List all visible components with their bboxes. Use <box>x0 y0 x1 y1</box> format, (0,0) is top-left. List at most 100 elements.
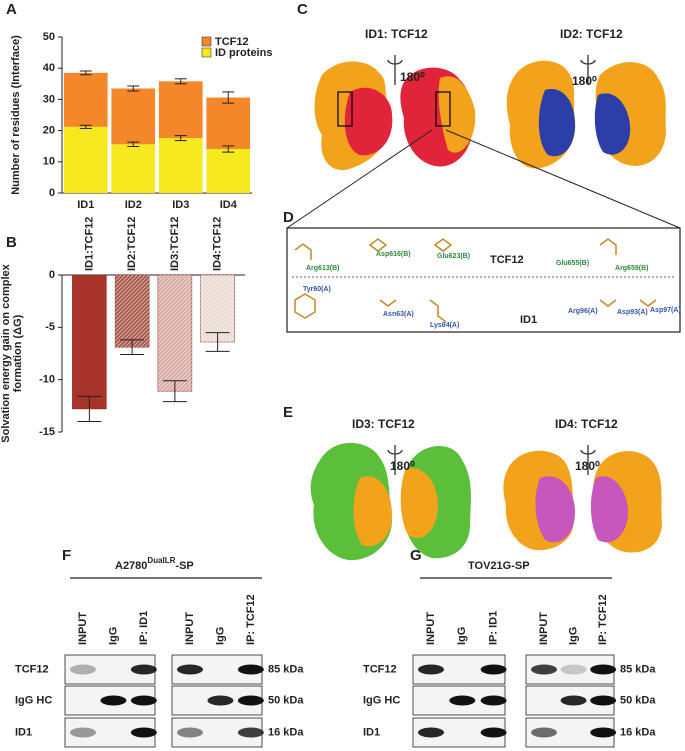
y-tick-label: -5 <box>45 321 55 333</box>
lane-label: IgG <box>214 627 226 645</box>
residue-label: Glu623(B) <box>437 253 470 260</box>
size-label: 16 kDa <box>620 726 656 738</box>
x-tick-label: ID4 <box>220 199 238 211</box>
blot-band <box>237 727 264 738</box>
blot-band <box>130 664 157 675</box>
structure-id1 <box>314 61 476 171</box>
lane-label: INPUT <box>77 612 89 645</box>
blot-title-suffix: -SP <box>175 560 193 572</box>
error-bar <box>222 91 235 104</box>
x-tick-label: ID1:TCF12 <box>83 217 95 271</box>
error-bar <box>127 141 140 148</box>
blot-band <box>418 664 444 675</box>
panel-label: D <box>283 209 294 226</box>
x-tick-label: ID3 <box>172 199 189 211</box>
structure-label: ID3: TCF12 <box>352 417 415 431</box>
blot-band <box>590 664 617 675</box>
residue-label: Arg613(B) <box>306 265 339 272</box>
blot-band <box>207 695 234 706</box>
error-bar <box>79 124 92 129</box>
x-tick-label: ID2 <box>125 199 142 211</box>
bar-segment <box>206 149 251 193</box>
size-label: 85 kDa <box>268 663 304 675</box>
structure-id4 <box>503 450 662 553</box>
y-axis-label: Solvation energy gain on complexformatio… <box>0 263 24 442</box>
y-tick-label: -10 <box>39 374 55 386</box>
error-bar <box>77 395 102 423</box>
bar-segment <box>158 81 203 139</box>
blot-band <box>531 727 557 738</box>
bar-segment <box>63 72 108 127</box>
residue-label: Arg659(B) <box>615 265 648 272</box>
y-axis-label: Number of residues (Interface) <box>10 35 22 195</box>
x-tick-label: ID4:TCF12 <box>212 217 224 271</box>
lane-label: INPUT <box>184 612 196 645</box>
error-bar <box>127 85 140 92</box>
row-label: ID1 <box>363 726 380 738</box>
error-bar <box>205 332 230 352</box>
lane-label: IP: TCF12 <box>597 594 609 645</box>
bar-hatch <box>157 275 192 392</box>
blot-band <box>237 664 264 675</box>
error-bar <box>162 380 187 403</box>
bar-hatch <box>200 275 235 342</box>
residue-sticks <box>294 238 657 323</box>
rotation-label: 180⁰ <box>572 74 597 88</box>
interface-box <box>286 227 681 333</box>
structure-id2 <box>506 60 666 169</box>
panel-label: C <box>297 1 308 18</box>
size-label: 50 kDa <box>620 694 656 706</box>
blot-band <box>177 727 203 738</box>
zoom-line <box>286 129 681 229</box>
size-label: 85 kDa <box>620 663 656 675</box>
bar-segment <box>111 88 156 145</box>
size-label: 16 kDa <box>268 726 304 738</box>
row-label: TCF12 <box>15 663 49 675</box>
residue-label: Arg96(A) <box>568 308 598 315</box>
row-label: ID1 <box>15 726 32 738</box>
error-bar <box>79 70 92 76</box>
x-tick-label: ID3:TCF12 <box>169 217 181 271</box>
size-label: 50 kDa <box>268 694 304 706</box>
row-label: IgG HC <box>15 694 52 706</box>
blot-band <box>590 727 617 738</box>
y-tick-label: 30 <box>43 93 55 105</box>
blot-band <box>480 695 507 706</box>
blot-band <box>480 727 507 738</box>
residue-label: Tyr60(A) <box>303 286 331 293</box>
panel-label: B <box>6 234 17 251</box>
chain-label: TCF12 <box>490 254 524 266</box>
panel-label: G <box>410 547 422 564</box>
lane-label: IgG <box>456 627 468 645</box>
lane-label: IP: TCF12 <box>245 594 257 645</box>
blot-band <box>418 727 444 738</box>
chain-label: ID1 <box>520 314 537 326</box>
y-tick-label: 0 <box>49 187 55 199</box>
y-tick-label: 50 <box>43 31 55 43</box>
blot-band <box>100 695 127 706</box>
residue-label: Asp616(B) <box>376 251 411 258</box>
blot-band <box>177 664 203 675</box>
error-bar <box>174 135 187 142</box>
residue-label: Asp97(A) <box>650 307 681 314</box>
blot-title: TOV21G-SP <box>468 560 530 572</box>
lane-label: IP: ID1 <box>488 611 500 645</box>
bar <box>72 274 107 410</box>
error-bar <box>174 78 187 85</box>
rotation-arrow <box>580 55 596 85</box>
bar-hatch <box>115 275 150 348</box>
residue-label: Lys84(A) <box>430 322 459 329</box>
legend-label: TCF12 <box>215 36 249 48</box>
residue-label: Asn63(A) <box>383 311 414 318</box>
blot-band <box>590 695 617 706</box>
lane-label: INPUT <box>425 612 437 645</box>
residue-label: Asp93(A) <box>617 309 648 316</box>
blot-band <box>70 727 96 738</box>
rotation-label: 180⁰ <box>390 459 415 473</box>
structure-label: ID4: TCF12 <box>555 417 618 431</box>
blot-title-main: A2780 <box>115 560 147 572</box>
lane-label: IP: ID1 <box>138 611 150 645</box>
blot-band <box>449 695 476 706</box>
rotation-arrow <box>387 55 403 85</box>
rotation-arrow <box>580 445 596 475</box>
